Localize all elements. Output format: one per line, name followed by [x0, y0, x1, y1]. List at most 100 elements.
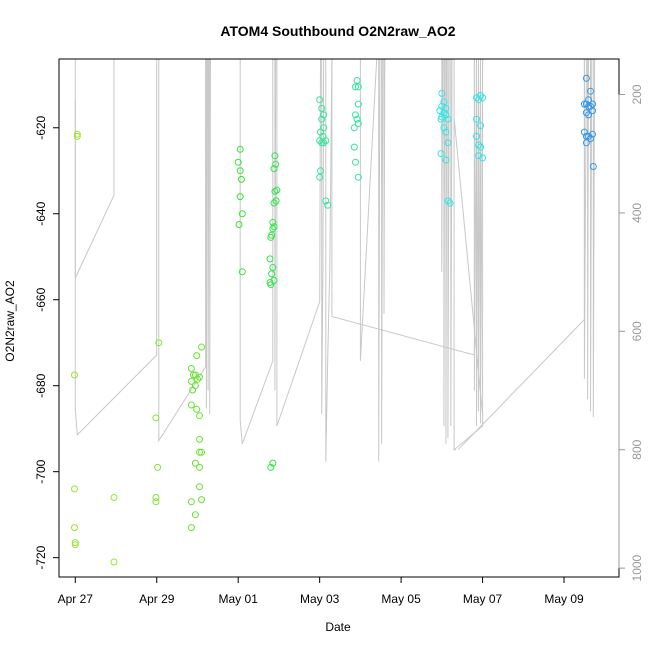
x-tick-label: Apr 29	[139, 592, 175, 606]
data-point	[269, 225, 277, 233]
data-point	[271, 187, 279, 195]
data-point	[437, 115, 445, 123]
data-point	[354, 83, 362, 91]
data-point	[475, 96, 482, 104]
data-point	[444, 139, 452, 147]
depth-line	[450, 58, 453, 427]
depth-line	[447, 58, 450, 438]
data-point	[582, 100, 590, 108]
data-point	[267, 281, 275, 289]
depth-line	[453, 59, 484, 451]
data-point	[110, 558, 118, 566]
data-points	[71, 74, 597, 566]
data-point	[268, 270, 276, 278]
data-point	[236, 145, 244, 153]
data-point	[155, 339, 163, 347]
data-point	[196, 435, 203, 443]
data-point	[436, 107, 444, 115]
data-point	[270, 165, 278, 173]
data-point	[589, 107, 596, 115]
x-tick-label: May 01	[219, 592, 259, 606]
depth-line	[378, 58, 381, 462]
data-point	[71, 541, 79, 549]
data-point	[479, 94, 487, 102]
data-point	[193, 352, 201, 360]
data-point	[582, 139, 590, 147]
data-point	[269, 459, 277, 467]
data-point	[273, 186, 281, 194]
data-point	[440, 109, 448, 117]
data-point	[187, 401, 195, 409]
data-point	[587, 87, 594, 95]
data-point	[477, 92, 484, 99]
data-point	[269, 264, 277, 271]
data-point	[196, 483, 203, 491]
x-tick-label: May 03	[300, 592, 340, 606]
data-point	[266, 255, 274, 263]
data-point	[589, 163, 597, 170]
data-point	[71, 485, 78, 493]
data-point	[475, 152, 482, 160]
right-tick-label: 800	[630, 439, 644, 459]
data-point	[477, 143, 484, 151]
right-tick-label: 200	[630, 84, 644, 104]
data-point	[71, 524, 78, 532]
data-point	[267, 463, 275, 471]
data-point	[318, 104, 326, 112]
data-point	[322, 137, 330, 145]
y-tick-label: -700	[34, 459, 48, 483]
data-point	[354, 173, 362, 181]
data-point	[320, 139, 328, 147]
data-point	[352, 158, 359, 166]
data-point	[580, 100, 588, 108]
data-point	[187, 498, 195, 506]
x-axis-label: Date	[325, 620, 351, 634]
depth-line	[207, 58, 210, 391]
data-point	[585, 102, 592, 110]
data-point	[440, 124, 448, 132]
data-point	[316, 96, 324, 104]
data-point	[189, 371, 197, 379]
depth-line	[74, 59, 115, 279]
data-point	[238, 210, 246, 218]
depth-line	[592, 58, 596, 418]
data-point	[234, 158, 242, 166]
depth-line	[325, 58, 333, 462]
depth-line	[587, 58, 589, 400]
data-point	[589, 130, 596, 138]
data-point	[196, 373, 203, 381]
data-point	[272, 160, 280, 168]
data-point	[71, 371, 78, 379]
data-point	[238, 268, 246, 276]
data-point	[473, 115, 480, 123]
depth-line	[478, 58, 481, 412]
data-point	[582, 109, 590, 117]
data-point	[271, 152, 279, 160]
depth-line	[443, 58, 446, 427]
right-tick-label: 400	[630, 203, 644, 223]
data-point	[350, 124, 358, 132]
data-point	[582, 74, 590, 82]
data-point	[353, 115, 361, 123]
data-point	[191, 511, 199, 519]
data-point	[152, 414, 160, 422]
depth-line	[276, 58, 321, 427]
depth-line	[583, 58, 587, 379]
data-point	[270, 199, 278, 207]
right-tick-label: 600	[630, 321, 644, 341]
depth-line	[74, 59, 158, 437]
data-point	[154, 463, 162, 471]
depth-line	[209, 58, 211, 415]
data-point	[71, 539, 79, 547]
data-point	[196, 463, 203, 471]
data-point	[318, 139, 326, 147]
data-point	[477, 122, 484, 130]
data-point	[189, 386, 197, 394]
data-point	[442, 156, 450, 164]
data-point	[73, 130, 81, 138]
y-tick-label: -620	[34, 115, 48, 139]
data-point	[191, 459, 199, 467]
data-point	[187, 365, 195, 372]
data-point	[352, 83, 359, 91]
